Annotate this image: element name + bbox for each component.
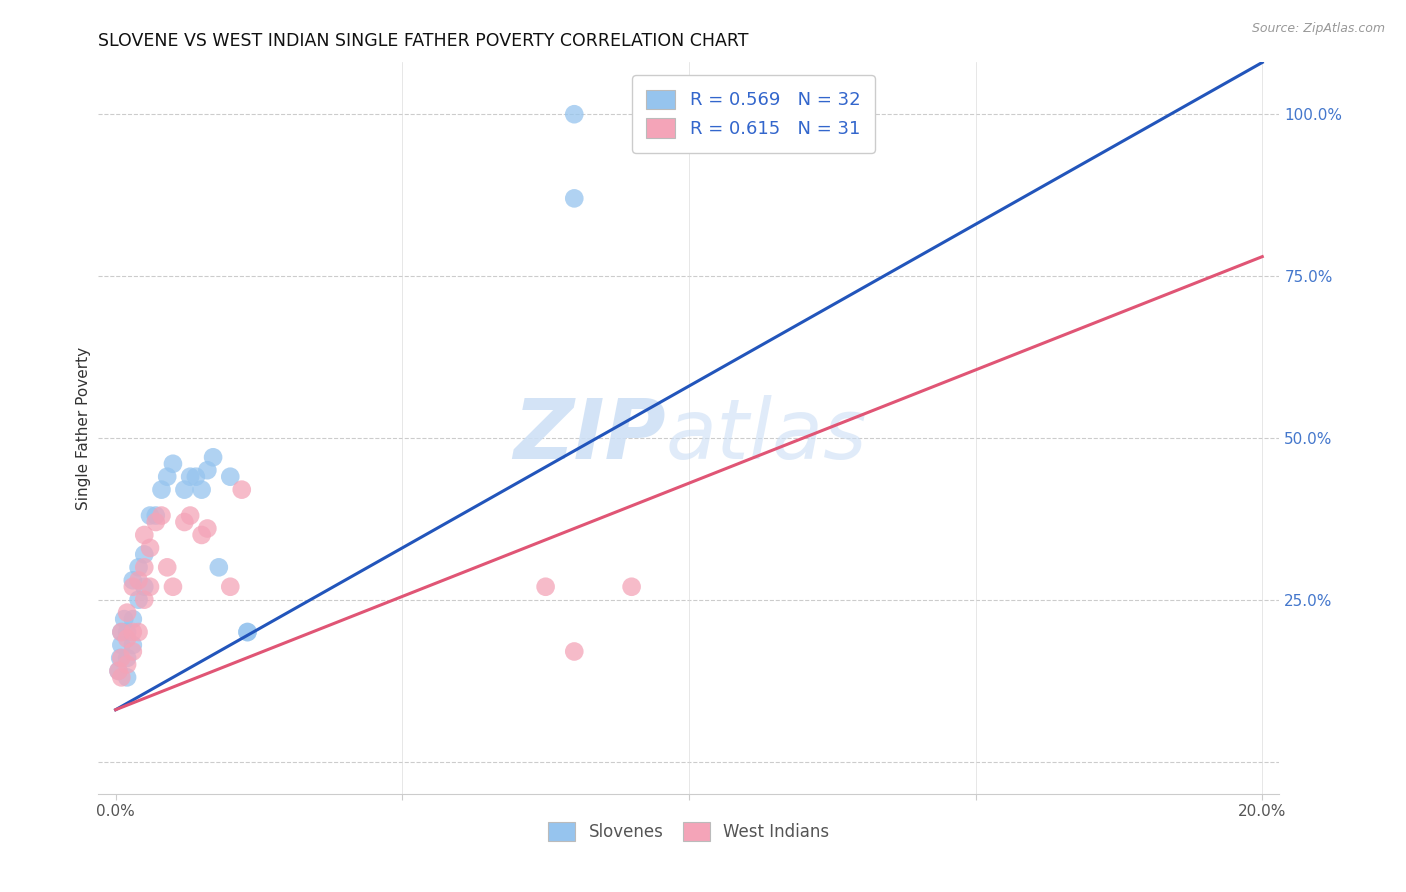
Point — [219, 580, 242, 594]
Point — [173, 515, 195, 529]
Point — [208, 560, 231, 574]
Point — [134, 592, 156, 607]
Point — [162, 457, 184, 471]
Point — [110, 651, 132, 665]
Point — [562, 644, 585, 658]
Point — [128, 574, 150, 588]
Point — [107, 664, 129, 678]
Point — [121, 574, 143, 588]
Point — [128, 592, 150, 607]
Point — [236, 625, 259, 640]
Point — [107, 664, 129, 678]
Point — [179, 469, 201, 483]
Point — [195, 463, 218, 477]
Point — [190, 528, 212, 542]
Point — [173, 483, 195, 497]
Point — [134, 528, 156, 542]
Point — [219, 469, 242, 483]
Point — [145, 508, 167, 523]
Point — [231, 483, 253, 497]
Point — [162, 580, 184, 594]
Point — [121, 612, 143, 626]
Point — [128, 625, 150, 640]
Point — [110, 638, 132, 652]
Text: atlas: atlas — [665, 395, 868, 476]
Point — [121, 580, 143, 594]
Point — [620, 580, 643, 594]
Point — [156, 469, 179, 483]
Point — [115, 651, 138, 665]
Point — [121, 638, 143, 652]
Point — [562, 191, 585, 205]
Point — [115, 632, 138, 646]
Point — [534, 580, 557, 594]
Point — [110, 625, 132, 640]
Point — [195, 521, 218, 535]
Text: Source: ZipAtlas.com: Source: ZipAtlas.com — [1251, 22, 1385, 36]
Point — [112, 612, 135, 626]
Point — [115, 606, 138, 620]
Y-axis label: Single Father Poverty: Single Father Poverty — [76, 347, 91, 509]
Point — [706, 107, 728, 121]
Point — [134, 580, 156, 594]
Text: ZIP: ZIP — [513, 395, 665, 476]
Point — [145, 515, 167, 529]
Point — [110, 625, 132, 640]
Point — [121, 644, 143, 658]
Point — [108, 651, 131, 665]
Point — [139, 580, 162, 594]
Point — [202, 450, 225, 465]
Point — [134, 560, 156, 574]
Point — [115, 657, 138, 672]
Point — [150, 483, 173, 497]
Point — [190, 483, 212, 497]
Text: SLOVENE VS WEST INDIAN SINGLE FATHER POVERTY CORRELATION CHART: SLOVENE VS WEST INDIAN SINGLE FATHER POV… — [98, 32, 749, 50]
Point — [236, 625, 259, 640]
Point — [179, 508, 201, 523]
Point — [562, 107, 585, 121]
Point — [134, 548, 156, 562]
Point — [139, 508, 162, 523]
Point — [128, 560, 150, 574]
Point — [115, 625, 138, 640]
Point — [184, 469, 207, 483]
Point — [156, 560, 179, 574]
Point — [115, 670, 138, 684]
Point — [139, 541, 162, 555]
Legend: Slovenes, West Indians: Slovenes, West Indians — [541, 815, 837, 847]
Point — [110, 670, 132, 684]
Point — [121, 625, 143, 640]
Point — [150, 508, 173, 523]
